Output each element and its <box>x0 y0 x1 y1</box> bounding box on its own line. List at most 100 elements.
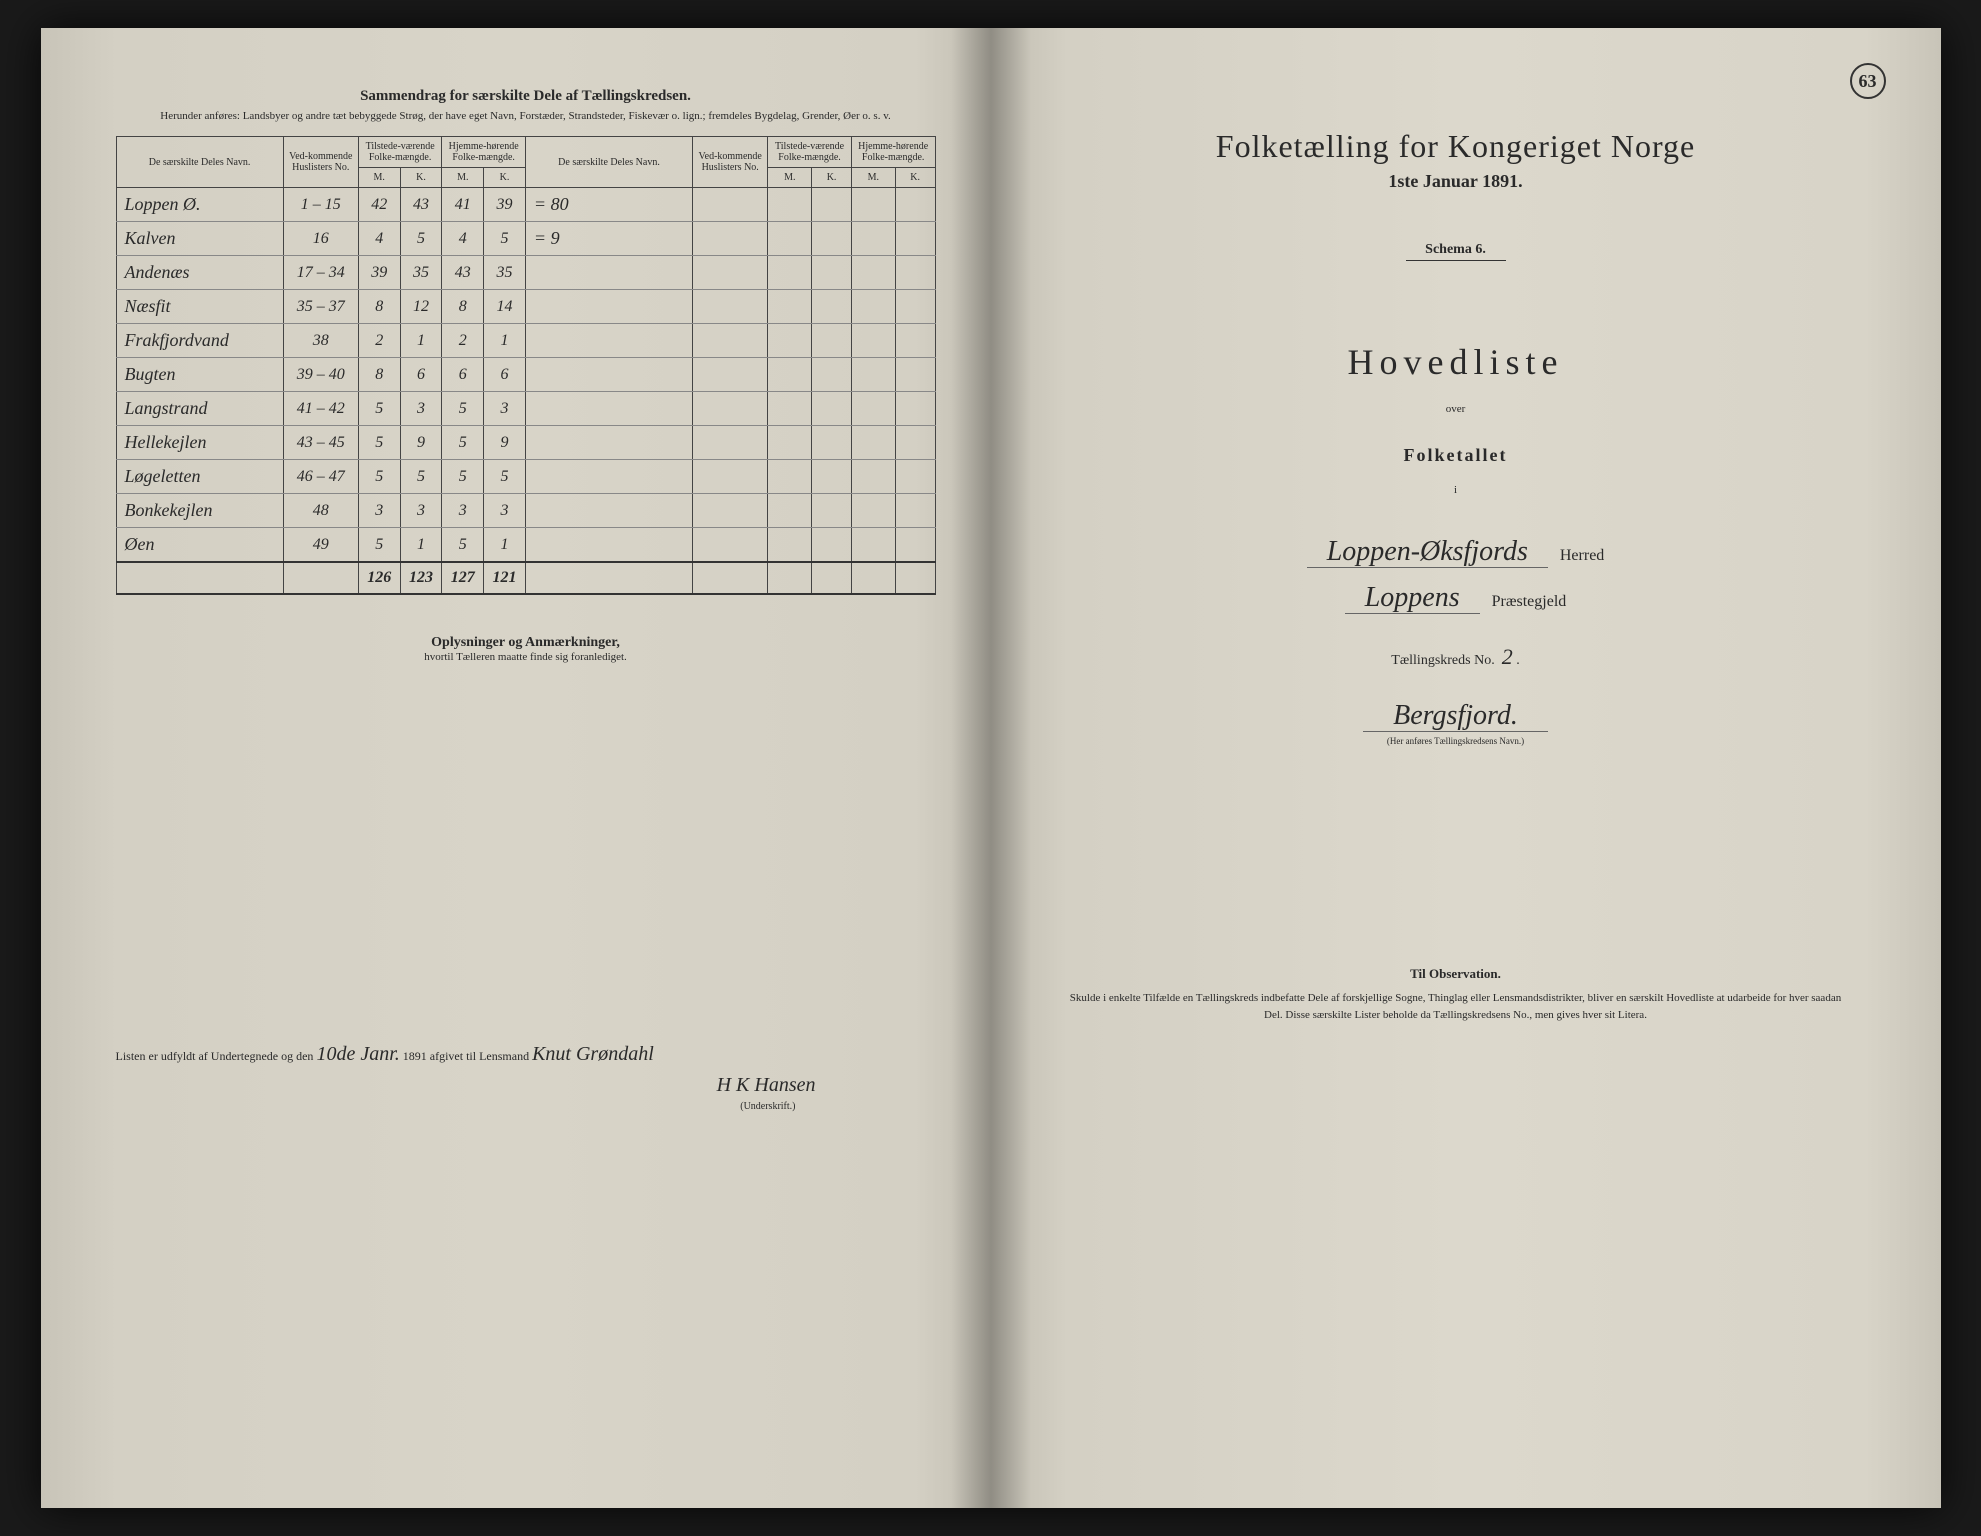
row-tk: 5 <box>400 222 442 256</box>
row-hus: 46 – 47 <box>283 460 358 494</box>
sig-name2: H K Hansen <box>717 1074 816 1096</box>
row-hk: 9 <box>484 426 526 460</box>
sig-name: Knut Grøndahl <box>532 1043 654 1065</box>
row-tk: 35 <box>400 256 442 290</box>
herred-line: Loppen-Øksfjords Herred <box>1046 536 1866 568</box>
folketallet-label: Folketallet <box>1046 445 1866 466</box>
hovedliste-title: Hovedliste <box>1046 341 1866 383</box>
row-tm: 5 <box>358 460 400 494</box>
table-row: Hellekejlen43 – 455959 <box>116 426 935 460</box>
table-row: Kalven164545= 9 <box>116 222 935 256</box>
row-tk: 3 <box>400 494 442 528</box>
col-m1: M. <box>358 168 400 188</box>
table-row: Løgeletten46 – 475555 <box>116 460 935 494</box>
table-row: Loppen Ø.1 – 1542434139= 80 <box>116 188 935 222</box>
row-hm: 5 <box>442 528 484 563</box>
row-hm: 2 <box>442 324 484 358</box>
row-hus: 1 – 15 <box>283 188 358 222</box>
row-note <box>525 256 692 290</box>
i-label: i <box>1046 484 1866 496</box>
row-note <box>525 358 692 392</box>
praeste-name: Loppens <box>1345 582 1480 614</box>
col-huslister2: Ved-kommende Huslisters No. <box>693 137 768 188</box>
row-hk: 14 <box>484 290 526 324</box>
row-hm: 41 <box>442 188 484 222</box>
row-tm: 5 <box>358 426 400 460</box>
schema-label: Schema 6. <box>1406 242 1506 261</box>
col-m3: M. <box>768 168 812 188</box>
summary-subtitle: Herunder anføres: Landsbyer og andre tæt… <box>116 109 936 124</box>
signature-line: Listen er udfyldt af Undertegnede og den… <box>116 1043 936 1112</box>
row-tk: 9 <box>400 426 442 460</box>
left-page: Sammendrag for særskilte Dele af Tælling… <box>41 28 991 1508</box>
herred-name: Loppen-Øksfjords <box>1307 536 1548 568</box>
row-note: = 9 <box>525 222 692 256</box>
col-hjemme2: Hjemme-hørende Folke-mængde. <box>851 137 935 168</box>
row-tk: 3 <box>400 392 442 426</box>
row-hus: 41 – 42 <box>283 392 358 426</box>
row-name: Løgeletten <box>116 460 283 494</box>
row-hus: 48 <box>283 494 358 528</box>
col-k3: K. <box>812 168 852 188</box>
col-m4: M. <box>851 168 895 188</box>
tkreds-line: Tællingskreds No. 2 . <box>1046 644 1866 670</box>
row-name: Bugten <box>116 358 283 392</box>
row-name: Kalven <box>116 222 283 256</box>
sig-date: 10de Janr. <box>316 1043 399 1065</box>
row-name: Bonkekejlen <box>116 494 283 528</box>
sig-prefix: Listen er udfyldt af Undertegnede og den <box>116 1049 314 1063</box>
row-note <box>525 426 692 460</box>
row-hm: 3 <box>442 494 484 528</box>
tkreds-label: Tællingskreds No. <box>1391 653 1494 668</box>
row-tm: 8 <box>358 290 400 324</box>
row-tm: 5 <box>358 392 400 426</box>
totals-row: 126123127121 <box>116 562 935 594</box>
row-hk: 5 <box>484 222 526 256</box>
row-tm: 39 <box>358 256 400 290</box>
kreds-name-line: Bergsfjord. <box>1046 700 1866 732</box>
notes-sub: hvortil Tælleren maatte finde sig foranl… <box>116 651 936 663</box>
row-name: Frakfjordvand <box>116 324 283 358</box>
row-hk: 39 <box>484 188 526 222</box>
row-tk: 5 <box>400 460 442 494</box>
row-hm: 5 <box>442 460 484 494</box>
total-tm: 126 <box>358 562 400 594</box>
row-note <box>525 494 692 528</box>
row-hk: 1 <box>484 324 526 358</box>
row-hus: 35 – 37 <box>283 290 358 324</box>
row-hus: 43 – 45 <box>283 426 358 460</box>
row-note <box>525 528 692 563</box>
row-hm: 5 <box>442 426 484 460</box>
tkreds-num: 2 <box>1502 644 1513 669</box>
table-row: Andenæs17 – 3439354335 <box>116 256 935 290</box>
row-hm: 5 <box>442 392 484 426</box>
row-hm: 6 <box>442 358 484 392</box>
col-k1: K. <box>400 168 442 188</box>
col-navn: De særskilte Deles Navn. <box>116 137 283 188</box>
row-note <box>525 460 692 494</box>
row-hus: 16 <box>283 222 358 256</box>
total-tk: 123 <box>400 562 442 594</box>
row-name: Langstrand <box>116 392 283 426</box>
row-hk: 1 <box>484 528 526 563</box>
row-tm: 8 <box>358 358 400 392</box>
col-k2: K. <box>484 168 526 188</box>
row-hk: 3 <box>484 392 526 426</box>
total-hk: 121 <box>484 562 526 594</box>
kreds-sub: (Her anføres Tællingskredsens Navn.) <box>1046 736 1866 746</box>
row-tm: 5 <box>358 528 400 563</box>
page-number: 63 <box>1850 63 1886 99</box>
row-name: Loppen Ø. <box>116 188 283 222</box>
notes-title: Oplysninger og Anmærkninger, <box>116 635 936 651</box>
row-hus: 49 <box>283 528 358 563</box>
row-note <box>525 392 692 426</box>
row-tk: 1 <box>400 324 442 358</box>
col-navn2: De særskilte Deles Navn. <box>525 137 692 188</box>
book-spread: Sammendrag for særskilte Dele af Tælling… <box>41 28 1941 1508</box>
row-tm: 3 <box>358 494 400 528</box>
date-line: 1ste Januar 1891. <box>1046 171 1866 192</box>
row-hk: 3 <box>484 494 526 528</box>
row-name: Hellekejlen <box>116 426 283 460</box>
table-row: Frakfjordvand382121 <box>116 324 935 358</box>
praeste-label: Præstegjeld <box>1492 593 1567 610</box>
